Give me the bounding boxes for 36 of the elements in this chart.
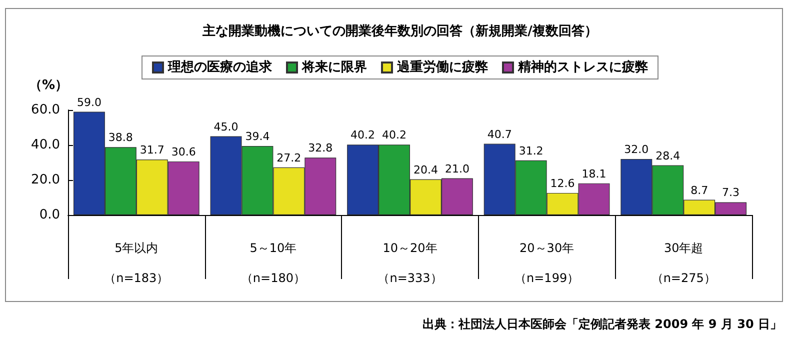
data-label: 45.0 bbox=[214, 120, 238, 134]
source-note: 出典：社団法人日本医師会「定例記者発表 2009 年 9 月 30 日」 bbox=[422, 317, 782, 331]
data-label: 39.4 bbox=[245, 130, 270, 144]
category-label: 5～10年（n=180） bbox=[240, 241, 306, 285]
data-label: 20.4 bbox=[413, 163, 438, 176]
data-label: 12.6 bbox=[550, 176, 575, 190]
data-label: 31.2 bbox=[518, 144, 544, 158]
legend-label: 過重労働に疲弊 bbox=[396, 59, 489, 75]
data-label: 40.2 bbox=[350, 128, 376, 142]
data-label: 30.6 bbox=[171, 145, 196, 158]
y-tick-label: 60.0 bbox=[31, 102, 60, 118]
data-label: 32.0 bbox=[624, 143, 649, 156]
legend-label: 理想の医療の追求 bbox=[167, 59, 273, 75]
category-label: 20～30年（n=199） bbox=[514, 241, 580, 285]
data-label: 27.2 bbox=[276, 151, 302, 164]
data-label: 40.7 bbox=[487, 128, 512, 141]
data-label: 8.7 bbox=[690, 184, 708, 197]
legend-label: 精神的ストレスに疲弊 bbox=[517, 59, 649, 75]
y-tick-label: 0.0 bbox=[39, 208, 60, 222]
data-label: 38.8 bbox=[108, 131, 133, 144]
chart-title: 主な開業動機についての開業後年数別の回答（新規開業/複数回答） bbox=[202, 23, 598, 39]
y-tick-label: 40.0 bbox=[31, 138, 60, 152]
legend-label: 将来に限界 bbox=[301, 60, 367, 75]
y-tick-label: 20.0 bbox=[31, 172, 60, 188]
category-label: 5年以内（n=183） bbox=[104, 241, 169, 285]
category-label: 30年超（n=275） bbox=[651, 241, 716, 285]
data-label: 31.7 bbox=[140, 144, 164, 157]
data-label: 7.3 bbox=[722, 186, 740, 200]
y-axis-title: （%） bbox=[28, 78, 68, 93]
data-label: 40.2 bbox=[382, 128, 407, 142]
data-label: 28.4 bbox=[656, 149, 680, 162]
data-label: 21.0 bbox=[444, 162, 470, 176]
data-label: 18.1 bbox=[582, 167, 606, 180]
data-label: 32.8 bbox=[308, 142, 333, 155]
data-label: 59.0 bbox=[76, 96, 102, 109]
category-label: 10～20年（n=333） bbox=[378, 241, 442, 285]
